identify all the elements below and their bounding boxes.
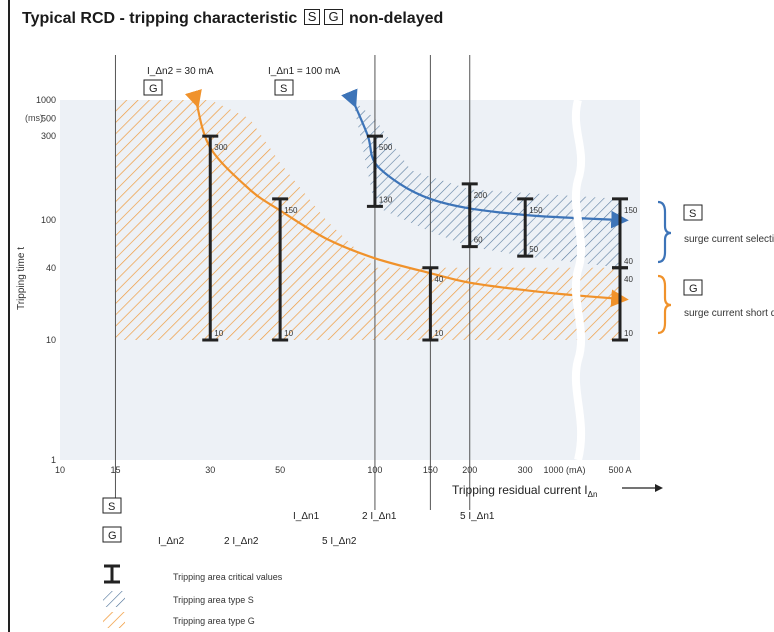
y-tick-label: 40 <box>46 263 56 273</box>
critical-bar-2: 40 10 <box>422 266 444 342</box>
legend-orange-label: Tripping area type G <box>173 616 255 626</box>
box-g-bottom <box>102 526 122 543</box>
y-tick-label: 100 <box>41 215 56 225</box>
critical-bar-bottom-label: 60 <box>474 236 483 245</box>
curve-g <box>184 89 629 308</box>
critical-bar-bottom-label: 40 <box>624 257 633 266</box>
box-g-right-label: G <box>689 283 698 295</box>
box-g-bottom-label: G <box>108 530 117 542</box>
label-2idn2: 2 I_Δn2 <box>224 536 259 547</box>
title-box-s: S <box>303 9 321 25</box>
label-2idn1: 2 I_Δn1 <box>362 511 397 522</box>
brace-s <box>657 200 672 264</box>
x-tick-label: 150 <box>423 465 438 475</box>
critical-bar-7: 150 40 <box>612 197 638 270</box>
label-idn2: I_Δn2 <box>158 536 185 547</box>
label-idn1: I_Δn1 <box>293 511 320 522</box>
x-tick-label: 50 <box>275 465 285 475</box>
legend-orange-swatch <box>103 612 125 628</box>
critical-value-bars: 300 10 150 10 40 10 40 10 500 130 200 60 150 50 150 40 <box>202 134 638 342</box>
critical-bar-top-label: 40 <box>434 275 443 284</box>
critical-bar-bottom-label: 50 <box>529 245 538 254</box>
critical-bar-0: 300 10 <box>202 134 228 342</box>
x-tick-label: 1000 (mA) <box>544 465 586 475</box>
critical-bar-top-label: 150 <box>624 206 638 215</box>
s-label-text: surge current selective <box>684 234 774 245</box>
critical-bar-top-label: 40 <box>624 275 633 284</box>
brace-g <box>657 274 672 335</box>
critical-bar-bottom-label: 130 <box>379 195 393 204</box>
title-box-g: G <box>324 9 343 25</box>
x-tick-label: 300 <box>518 465 533 475</box>
legend-blue-label: Tripping area type S <box>173 595 254 605</box>
critical-bar-top-label: 500 <box>379 143 393 152</box>
s-label: surge current selective <box>684 234 774 245</box>
x-axis-arrow-head <box>655 484 663 492</box>
title-suffix: non-delayed <box>349 10 444 27</box>
legend-blue-swatch <box>103 591 125 607</box>
y-tick-label: 500 <box>41 114 56 124</box>
critical-bar-top-label: 150 <box>529 206 543 215</box>
box-s-right-label: S <box>689 208 696 220</box>
critical-bar-4: 500 130 <box>366 134 393 208</box>
annot-g30: I_Δn2 = 30 mA <box>147 66 214 77</box>
box-s-bottom-label: S <box>108 501 115 513</box>
critical-bar-bottom-label: 10 <box>624 329 633 338</box>
critical-bar-bottom-label: 10 <box>214 329 223 338</box>
box-s-bottom <box>102 497 122 514</box>
critical-bar-top-label: 300 <box>214 143 228 152</box>
wavy-break <box>571 98 586 461</box>
legend-bar-symbol <box>104 564 120 584</box>
y-tick-label: 10 <box>46 335 56 345</box>
g-label-text: surge current short delay <box>684 308 774 319</box>
critical-bar-1: 150 10 <box>272 197 298 342</box>
y-axis-label: Tripping time t <box>16 247 27 310</box>
x-tick-label: 200 <box>462 465 477 475</box>
critical-bar-bottom-label: 10 <box>284 329 293 338</box>
y-tick-label: 300 <box>41 131 56 141</box>
g-label: surge current short delay <box>684 308 774 319</box>
box-s-top-label: S <box>280 83 287 95</box>
left-rule <box>8 0 10 632</box>
y-tick-label: 1 <box>51 455 56 465</box>
y-tick-label: 1000 <box>36 95 56 105</box>
label-5idn1: 5 I_Δn1 <box>460 511 495 522</box>
x-tick-label: 100 <box>367 465 382 475</box>
x-tick-label: 30 <box>205 465 215 475</box>
y-unit: (ms) <box>25 113 43 123</box>
title-main: Typical RCD - tripping characteristic <box>22 10 298 27</box>
box-g-top <box>143 79 163 96</box>
critical-bar-top-label: 200 <box>474 191 488 200</box>
critical-bar-top-label: 150 <box>284 206 298 215</box>
legend-bar-label: Tripping area critical values <box>173 572 283 582</box>
critical-bar-6: 150 50 <box>517 197 543 258</box>
box-s-top <box>274 79 294 96</box>
curve-s <box>341 88 629 229</box>
annot-s100: I_Δn1 = 100 mA <box>268 66 340 77</box>
critical-bar-bottom-label: 10 <box>434 329 443 338</box>
x-tick-label: 500 A <box>608 465 631 475</box>
box-s-right <box>683 204 703 221</box>
axis-ticks: 10 15 30 50 100 150 200 300 1000 (mA) 500 A100050… <box>36 95 632 475</box>
box-g-top-label: G <box>149 83 158 95</box>
box-g-right <box>683 279 703 296</box>
x-axis-label: Tripping residual current IΔn <box>452 483 597 499</box>
x-tick-label: 15 <box>110 465 120 475</box>
x-tick-label: 10 <box>55 465 65 475</box>
critical-bar-5: 200 60 <box>461 182 488 249</box>
label-5idn2: 5 I_Δn2 <box>322 536 357 547</box>
legend: Tripping area critical values Tripping a… <box>103 564 283 628</box>
